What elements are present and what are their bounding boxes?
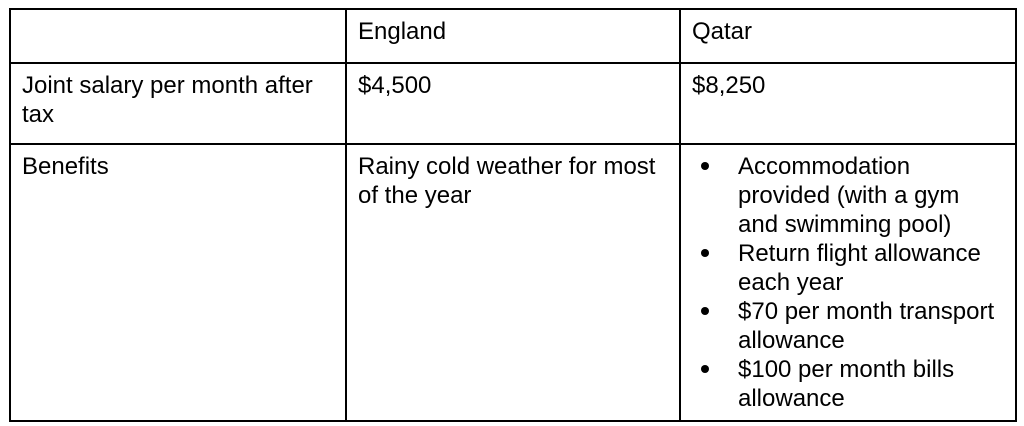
benefit-item: Accommodation provided (with a gym and s… — [692, 152, 1004, 239]
benefit-item: Return flight allowance each year — [692, 239, 1004, 297]
cell-qatar-salary: $8,250 — [679, 62, 1017, 145]
header-cell-england: England — [345, 8, 681, 64]
row-label-benefits: Benefits — [9, 143, 347, 422]
qatar-benefits-list: Accommodation provided (with a gym and s… — [692, 152, 1004, 413]
bullet-icon — [701, 307, 709, 315]
header-cell-blank — [9, 8, 347, 64]
benefit-item-text: Accommodation provided (with a gym and s… — [738, 153, 960, 238]
benefit-item-text: Return flight allowance each year — [738, 240, 981, 296]
benefits-row: Benefits Rainy cold weather for most of … — [9, 143, 1017, 422]
benefit-item: $70 per month transport allowance — [692, 297, 1004, 355]
benefit-item-text: $70 per month transport allowance — [738, 298, 995, 354]
comparison-table: England Qatar Joint salary per month aft… — [9, 8, 1017, 422]
cell-england-salary: $4,500 — [345, 62, 681, 145]
row-label-joint-salary: Joint salary per month after tax — [9, 62, 347, 145]
bullet-icon — [701, 365, 709, 373]
bullet-icon — [701, 162, 709, 170]
header-cell-qatar: Qatar — [679, 8, 1017, 64]
benefit-item-text: $100 per month bills allowance — [738, 356, 955, 412]
salary-row: Joint salary per month after tax $4,500 … — [9, 62, 1017, 145]
benefit-item: $100 per month bills allowance — [692, 355, 1004, 413]
header-row: England Qatar — [9, 8, 1017, 64]
cell-england-benefits: Rainy cold weather for most of the year — [345, 143, 681, 422]
bullet-icon — [701, 249, 709, 257]
cell-qatar-benefits: Accommodation provided (with a gym and s… — [679, 143, 1017, 422]
